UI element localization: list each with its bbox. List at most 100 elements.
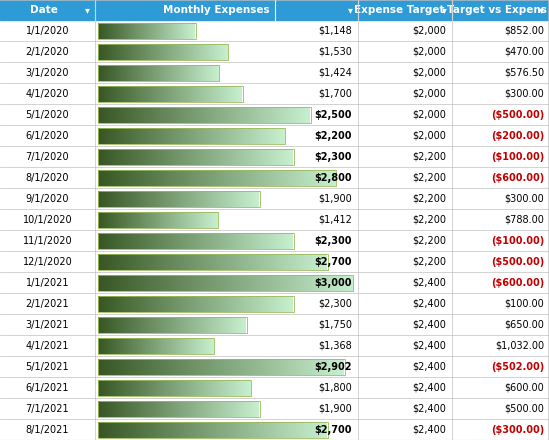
Bar xyxy=(252,128,253,143)
Bar xyxy=(268,232,269,249)
Bar xyxy=(164,379,165,396)
Bar xyxy=(288,169,289,186)
Bar xyxy=(323,275,324,290)
Bar xyxy=(321,169,322,186)
Bar xyxy=(226,169,227,186)
Bar xyxy=(206,379,207,396)
Bar xyxy=(215,359,216,374)
Bar xyxy=(140,232,141,249)
Bar xyxy=(262,422,263,437)
Bar xyxy=(174,422,175,437)
Bar xyxy=(314,422,315,437)
Bar xyxy=(118,128,119,143)
Bar xyxy=(155,379,156,396)
Bar xyxy=(166,359,167,374)
Bar xyxy=(144,379,145,396)
Bar xyxy=(197,316,198,333)
Bar xyxy=(281,253,282,269)
Bar xyxy=(0,335,549,356)
Bar xyxy=(232,359,233,374)
Bar xyxy=(246,106,247,122)
Bar xyxy=(133,212,134,227)
Bar xyxy=(188,85,189,102)
Bar xyxy=(170,65,171,81)
Bar xyxy=(279,296,280,312)
Bar xyxy=(136,169,137,186)
Bar xyxy=(178,253,179,269)
Bar xyxy=(101,22,102,39)
Bar xyxy=(267,253,268,269)
Bar xyxy=(145,212,146,227)
Bar xyxy=(115,65,116,81)
Bar xyxy=(156,337,157,353)
Bar xyxy=(144,275,145,290)
Bar xyxy=(226,191,227,206)
Bar xyxy=(213,316,214,333)
Bar xyxy=(177,422,178,437)
Bar xyxy=(211,316,212,333)
Bar xyxy=(105,400,106,417)
Bar xyxy=(136,85,137,102)
Bar xyxy=(132,212,133,227)
Bar xyxy=(298,253,299,269)
Bar xyxy=(156,65,157,81)
Bar xyxy=(155,422,156,437)
Bar xyxy=(139,106,140,122)
Bar xyxy=(139,275,140,290)
Bar xyxy=(180,275,181,290)
Bar xyxy=(102,149,103,165)
Bar xyxy=(137,379,138,396)
Bar xyxy=(256,422,257,437)
Bar xyxy=(127,191,128,206)
Bar xyxy=(164,275,165,290)
Bar xyxy=(192,337,193,353)
Bar xyxy=(0,230,549,251)
Bar xyxy=(167,22,168,39)
Bar xyxy=(160,275,161,290)
Bar xyxy=(285,169,286,186)
Bar xyxy=(261,359,262,374)
Bar xyxy=(131,212,132,227)
Bar xyxy=(191,400,192,417)
Bar xyxy=(193,379,194,396)
Bar xyxy=(167,400,168,417)
Bar xyxy=(148,106,149,122)
Bar xyxy=(222,169,223,186)
Bar xyxy=(130,191,131,206)
Bar xyxy=(111,191,112,206)
Bar xyxy=(198,106,199,122)
Bar xyxy=(304,275,305,290)
Bar xyxy=(121,400,122,417)
Bar xyxy=(252,253,253,269)
Bar xyxy=(280,359,281,374)
Bar xyxy=(205,191,206,206)
Bar xyxy=(152,106,153,122)
Bar xyxy=(191,422,192,437)
Bar xyxy=(320,422,321,437)
Bar xyxy=(205,316,206,333)
Bar xyxy=(163,65,164,81)
Bar xyxy=(184,379,185,396)
Bar xyxy=(282,253,283,269)
Bar xyxy=(234,191,235,206)
Bar xyxy=(188,296,189,312)
Bar xyxy=(164,149,165,165)
Bar xyxy=(107,22,108,39)
Bar xyxy=(153,275,154,290)
Bar xyxy=(184,400,185,417)
Bar xyxy=(109,359,110,374)
Bar xyxy=(185,359,186,374)
Bar xyxy=(199,379,200,396)
Bar xyxy=(182,169,183,186)
Bar xyxy=(158,149,159,165)
Bar xyxy=(207,212,208,227)
Bar xyxy=(111,422,112,437)
Bar xyxy=(132,232,133,249)
Bar xyxy=(168,44,169,59)
Bar xyxy=(335,359,336,374)
Bar xyxy=(246,232,247,249)
Text: $1,700: $1,700 xyxy=(318,88,352,99)
Bar xyxy=(110,85,111,102)
Bar xyxy=(173,275,174,290)
Bar xyxy=(185,191,186,206)
